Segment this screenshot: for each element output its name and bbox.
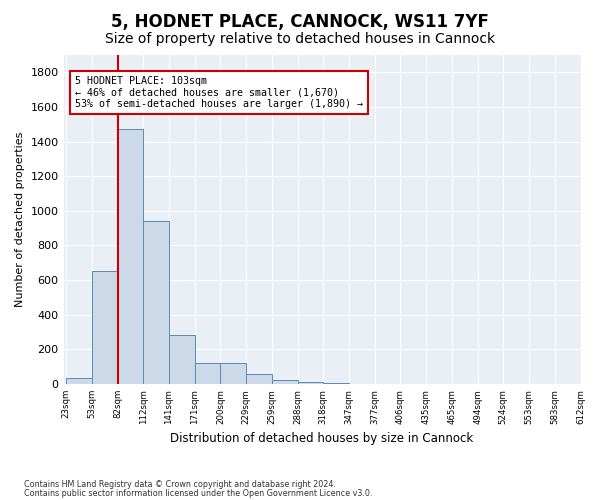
Bar xyxy=(169,336,195,384)
Bar xyxy=(220,363,246,384)
Y-axis label: Number of detached properties: Number of detached properties xyxy=(15,132,25,307)
Bar xyxy=(66,378,92,384)
Bar xyxy=(118,130,143,384)
Bar xyxy=(323,383,349,384)
X-axis label: Distribution of detached houses by size in Cannock: Distribution of detached houses by size … xyxy=(170,432,473,445)
Bar xyxy=(195,363,220,384)
Bar xyxy=(92,272,118,384)
Bar xyxy=(298,382,323,384)
Text: Size of property relative to detached houses in Cannock: Size of property relative to detached ho… xyxy=(105,32,495,46)
Bar xyxy=(143,221,169,384)
Text: 5, HODNET PLACE, CANNOCK, WS11 7YF: 5, HODNET PLACE, CANNOCK, WS11 7YF xyxy=(111,12,489,30)
Bar xyxy=(246,374,272,384)
Text: Contains HM Land Registry data © Crown copyright and database right 2024.: Contains HM Land Registry data © Crown c… xyxy=(24,480,336,489)
Text: Contains public sector information licensed under the Open Government Licence v3: Contains public sector information licen… xyxy=(24,489,373,498)
Text: 5 HODNET PLACE: 103sqm
← 46% of detached houses are smaller (1,670)
53% of semi-: 5 HODNET PLACE: 103sqm ← 46% of detached… xyxy=(75,76,363,109)
Bar xyxy=(272,380,298,384)
